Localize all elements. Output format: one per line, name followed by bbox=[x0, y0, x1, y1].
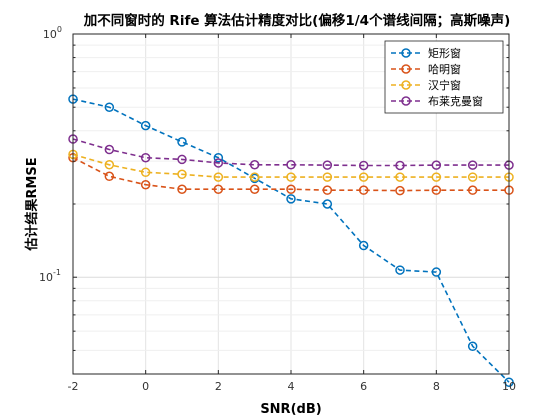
data-point bbox=[177, 137, 187, 147]
series-line bbox=[72, 156, 509, 192]
x-tick-label: 8 bbox=[433, 380, 440, 393]
data-point bbox=[286, 184, 296, 194]
data-point bbox=[249, 184, 260, 194]
data-point bbox=[140, 179, 151, 190]
y-axis-label: 估计结果RMSE bbox=[24, 157, 40, 251]
series-layer bbox=[68, 94, 514, 387]
data-point bbox=[286, 160, 296, 170]
legend-box bbox=[384, 40, 504, 114]
data-point bbox=[395, 172, 405, 182]
x-axis-label: SNR(dB) bbox=[260, 402, 321, 417]
data-point bbox=[467, 185, 478, 195]
x-tick-label: 2 bbox=[215, 380, 222, 393]
legend-marker bbox=[401, 48, 411, 58]
data-point bbox=[177, 184, 187, 194]
data-point bbox=[140, 152, 151, 163]
data-point bbox=[358, 240, 369, 251]
x-tick-label: 4 bbox=[288, 380, 295, 393]
data-point bbox=[395, 265, 405, 275]
data-point bbox=[213, 184, 224, 194]
legend-item-0: 矩形窗 bbox=[391, 46, 461, 60]
data-point bbox=[140, 120, 151, 131]
data-point bbox=[395, 185, 405, 196]
data-point bbox=[177, 154, 187, 165]
series-0 bbox=[68, 94, 514, 387]
data-point bbox=[104, 171, 115, 182]
data-point bbox=[467, 341, 478, 352]
series-line bbox=[72, 153, 509, 178]
legend-item-1: 哈明窗 bbox=[391, 62, 461, 76]
series-line bbox=[72, 98, 510, 383]
y-tick-label-0.1: 10-1 bbox=[39, 268, 61, 284]
data-point bbox=[213, 158, 224, 168]
y-tick-label-1: 100 bbox=[43, 25, 62, 41]
series-line bbox=[72, 138, 509, 167]
x-tick-label: -2 bbox=[68, 380, 79, 393]
data-point bbox=[358, 185, 369, 195]
data-point bbox=[177, 169, 187, 180]
data-point bbox=[286, 194, 296, 204]
y-tick-exp: 0 bbox=[57, 25, 62, 34]
data-point bbox=[104, 144, 115, 155]
data-point bbox=[431, 160, 442, 170]
legend-item-2: 汉宁窗 bbox=[391, 78, 461, 92]
data-point bbox=[249, 160, 260, 170]
y-tick-base: 10 bbox=[43, 28, 57, 41]
y-tick-exp: -1 bbox=[53, 268, 61, 277]
legend-label: 哈明窗 bbox=[428, 62, 461, 76]
data-point bbox=[213, 172, 224, 182]
legend-item-3: 布莱克曼窗 bbox=[391, 94, 483, 108]
legend-label: 汉宁窗 bbox=[428, 78, 461, 92]
data-point bbox=[431, 267, 442, 277]
x-tick-label: 6 bbox=[360, 380, 367, 393]
legend-marker bbox=[401, 80, 411, 90]
data-point bbox=[467, 160, 478, 170]
data-point bbox=[504, 377, 514, 387]
data-point bbox=[104, 102, 115, 112]
data-point bbox=[322, 160, 333, 170]
data-point bbox=[249, 172, 260, 182]
legend-label: 矩形窗 bbox=[428, 46, 461, 60]
y-tick-labels: 100 10-1 bbox=[39, 25, 62, 284]
legend-label: 布莱克曼窗 bbox=[428, 94, 483, 108]
legend-marker bbox=[401, 64, 411, 74]
ticks bbox=[72, 33, 510, 375]
legend-marker bbox=[401, 96, 411, 106]
x-tick-label: 10 bbox=[502, 380, 516, 393]
x-tick-labels: -2 0 2 4 6 8 10 bbox=[68, 380, 516, 393]
x-tick-label: 0 bbox=[142, 380, 149, 393]
data-point bbox=[104, 160, 115, 170]
data-point bbox=[286, 172, 296, 182]
data-point bbox=[395, 160, 405, 171]
data-point bbox=[467, 172, 478, 182]
y-tick-base: 10 bbox=[39, 271, 53, 284]
data-point bbox=[358, 172, 369, 182]
data-point bbox=[431, 185, 442, 195]
data-point bbox=[322, 185, 333, 195]
data-point bbox=[140, 167, 151, 178]
data-point bbox=[322, 199, 333, 209]
data-point bbox=[322, 172, 333, 182]
data-point bbox=[213, 152, 224, 163]
data-point bbox=[431, 172, 442, 182]
data-point bbox=[358, 160, 369, 171]
chart-title: 加不同窗时的 Rife 算法估计精度对比(偏移1/4个谱线间隔；高斯噪声) bbox=[83, 12, 511, 29]
